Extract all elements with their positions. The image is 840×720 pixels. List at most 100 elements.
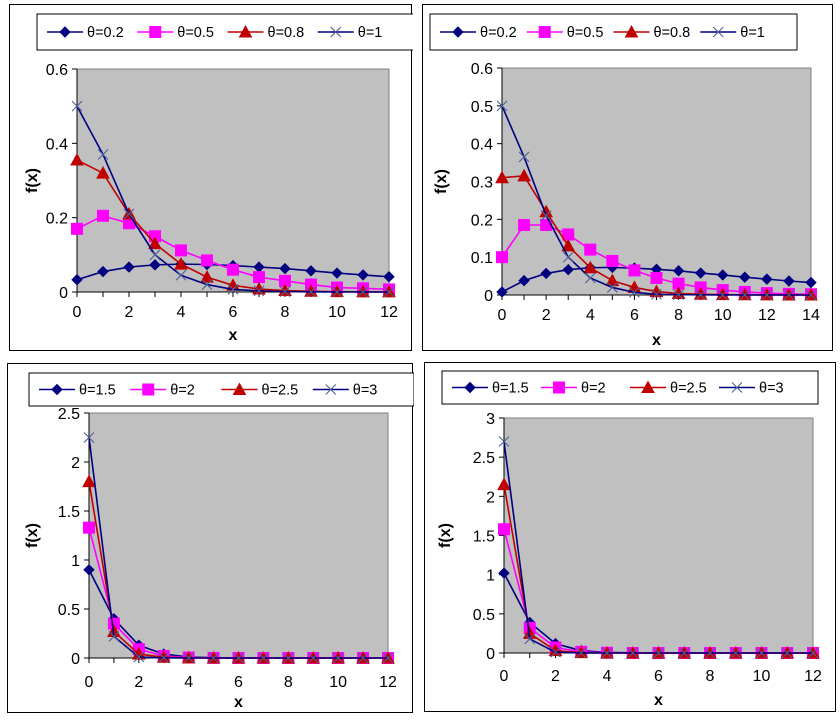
data-point [304,284,318,297]
x-tick-label: 4 [603,668,612,685]
x-tick-label: 4 [184,674,193,691]
y-tick-label: 0 [484,288,493,305]
data-point [70,153,84,166]
y-tick-label: 0.6 [471,61,493,78]
legend-marker-icon [624,24,639,38]
series-x [83,432,394,664]
data-point [83,432,95,443]
data-point [606,282,618,293]
y-tick-label: 0.6 [46,62,68,79]
legend-label: θ=2.5 [262,383,299,399]
data-point [331,267,343,279]
data-point [672,265,685,277]
chart-svg: 0 0.5 1 1.5 2 2.5 0 2 4 6 8 10 12 x f(x) θ=1.5 θ=2 θ=2.5 θ… [24,372,414,711]
data-point [307,652,319,664]
data-point [805,289,817,301]
y-tick-label: 0 [71,651,80,668]
data-point [331,286,343,298]
data-point [175,244,187,257]
data-point [605,273,620,287]
y-tick-label: 0.5 [473,607,495,624]
legend-item: θ=1 [317,25,383,41]
y-tick-label: 1.5 [58,504,80,521]
x-tick-label: 2 [542,307,551,324]
data-point [97,209,109,222]
legend-label: θ=0.2 [87,25,124,41]
data-point [715,287,730,301]
data-point [783,275,795,287]
data-point [783,289,795,301]
x-tick-label: 6 [630,307,639,324]
legend-marker-icon [712,26,724,38]
data-point [650,271,663,284]
y-axis-title: f(x) [24,168,41,193]
y-tick-label: 1.5 [473,529,495,546]
data-point [496,286,508,298]
data-point [227,263,239,276]
data-point [717,289,729,301]
legend-label: θ=1.5 [492,381,529,397]
data-point [629,286,640,298]
y-tick-label: 2.5 [58,406,80,423]
data-point [694,267,707,279]
data-point [517,168,531,182]
legend-label: θ=1 [358,25,383,41]
data-point [71,222,83,235]
data-point [583,260,598,274]
data-point [82,474,96,488]
data-point [133,651,145,663]
x-axis-title: x [234,694,243,711]
data-point [717,269,729,281]
data-point [518,219,531,232]
legend-item: θ=0.5 [526,25,603,41]
data-point [756,647,767,659]
x-tick-label: 2 [125,304,134,321]
data-point [695,289,707,301]
data-point [149,249,161,261]
data-point [498,436,510,447]
x-tick-label: 12 [380,304,398,321]
x-tick-label: 6 [234,674,243,691]
y-tick-label: 0.2 [471,212,493,229]
data-point [606,254,619,267]
data-point [807,647,819,659]
data-point [253,285,265,297]
legend-item: θ=2 [130,383,195,399]
data-point [149,259,161,271]
data-point [628,264,641,277]
y-tick-label: 2 [71,455,80,472]
data-point [781,647,793,659]
x-tick-label: 10 [753,668,771,685]
y-tick-label: 0 [59,285,68,302]
y-tick-label: 0.5 [58,602,80,619]
plot-area [88,412,389,659]
x-tick-label: 0 [498,307,507,324]
data-point [279,286,291,298]
x-tick-label: 0 [73,304,82,321]
legend-item: θ=2.5 [630,380,707,397]
data-point [562,251,574,263]
legend-marker-icon [538,26,551,38]
series-x [71,100,395,298]
legend-item: θ=3 [312,383,377,399]
y-tick-label: 2.5 [473,450,495,467]
data-point [584,243,597,256]
x-tick-label: 12 [379,674,397,691]
x-axis-title: x [654,692,663,709]
data-point [562,228,575,241]
data-point [279,262,291,275]
data-point [693,287,708,300]
data-point [123,208,135,220]
legend-marker-icon [452,26,464,38]
data-point [71,274,83,286]
legend-marker-icon [325,384,337,395]
plot-area [76,68,390,293]
data-point [226,278,240,291]
data-point [253,271,265,284]
x-tick-label: 14 [802,307,820,324]
data-point [108,631,120,642]
data-point [357,269,369,281]
data-point [332,652,344,664]
data-point [575,647,587,659]
data-point [208,652,219,664]
